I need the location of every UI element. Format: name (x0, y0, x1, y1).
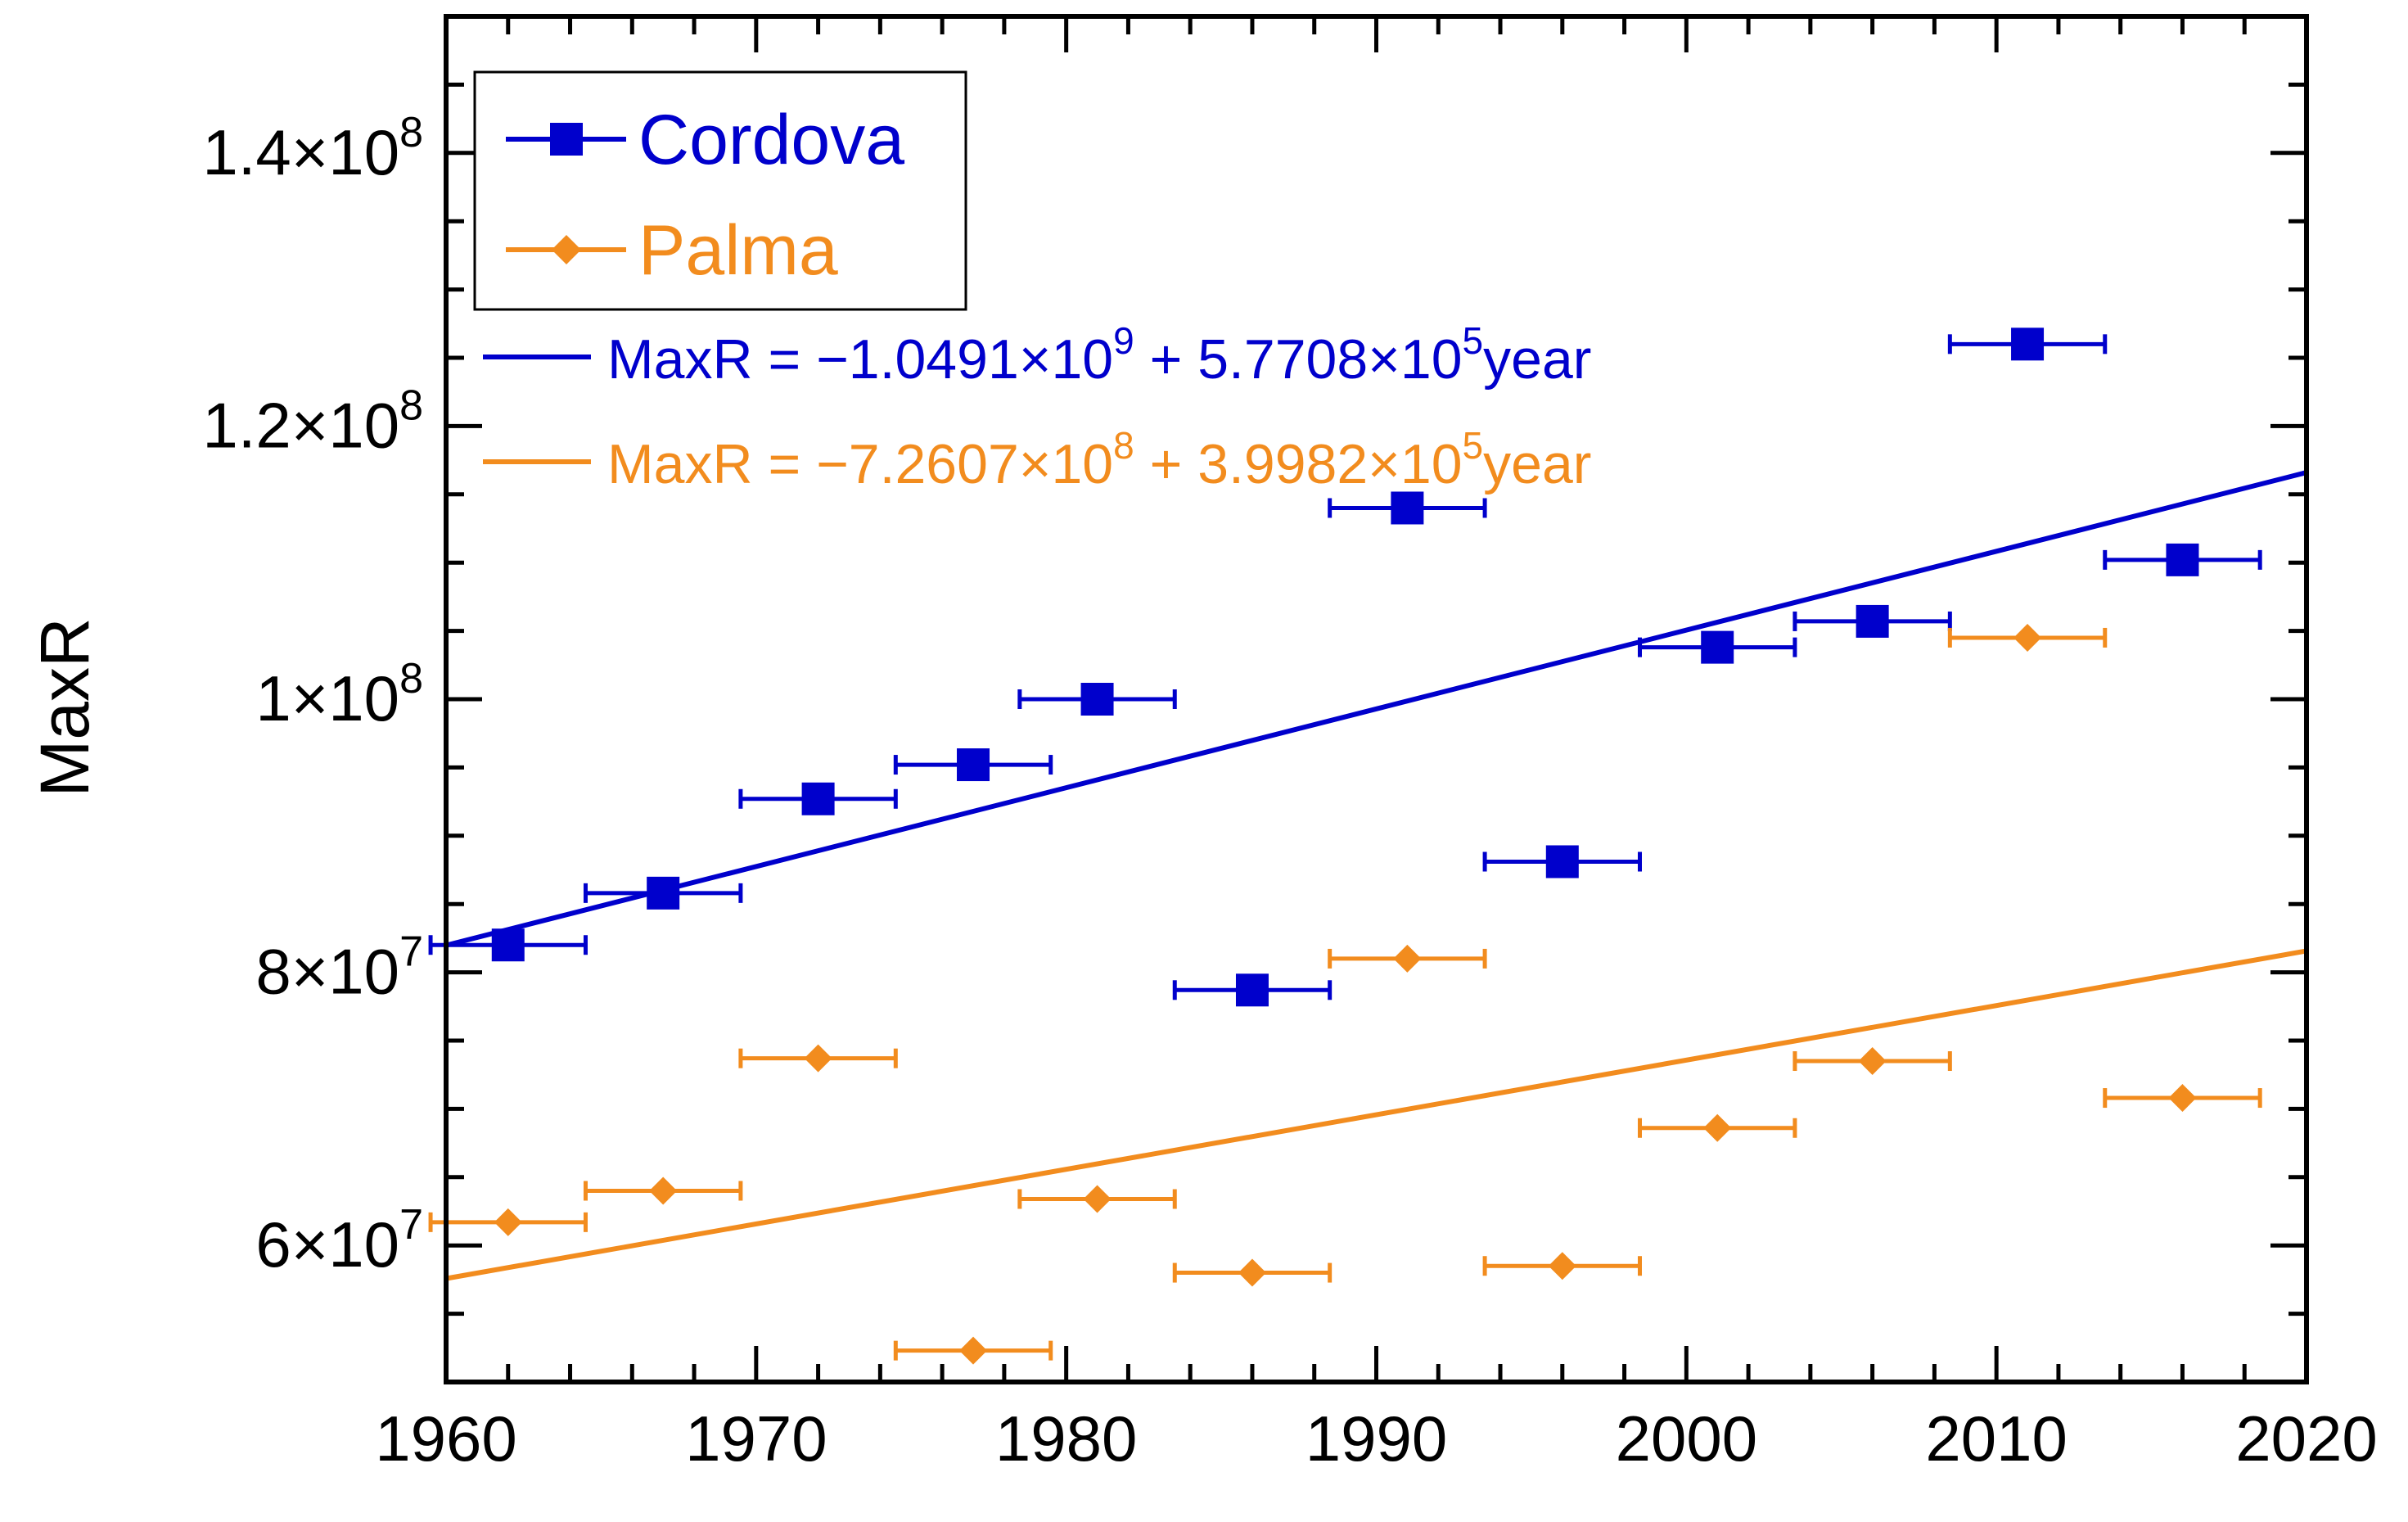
legend-marker-palma (552, 235, 581, 264)
fit-equations: MaxR = −1.0491×109 + 5.7708×105year MaxR … (483, 319, 1591, 495)
legend-label-cordova: Cordova (638, 101, 904, 179)
legend-box (473, 70, 967, 311)
x-tick-label: 1960 (375, 1402, 517, 1475)
cordova-point (801, 782, 835, 815)
x-tick-label: 2020 (2235, 1402, 2378, 1475)
y-tick-label: 1×108 (255, 655, 423, 734)
fit-line-cordova (445, 470, 2307, 948)
palma-point (2168, 1084, 2197, 1113)
cordova-point (1391, 491, 1424, 525)
palma-point (1858, 1047, 1887, 1076)
x-tick-label: 1980 (995, 1402, 1138, 1475)
y-tick-labels: 6×107 8×107 1×108 1.2×108 1.4×108 (202, 109, 423, 1280)
cordova-point (1701, 630, 1734, 664)
x-tick-label: 1970 (685, 1402, 827, 1475)
palma-point (1548, 1252, 1576, 1280)
legend: Cordova Palma (473, 70, 967, 311)
legend-marker-cordova (550, 123, 583, 156)
x-tick-label: 2010 (1925, 1402, 2068, 1475)
fit-lines (445, 470, 2307, 1281)
cordova-point (1545, 845, 1579, 878)
palma-point (804, 1044, 832, 1073)
cordova-point (1856, 604, 1889, 638)
cordova-point (2166, 543, 2199, 576)
cordova-point (647, 876, 680, 910)
x-tick-labels: 1960 1970 1980 1990 2000 2010 2020 (375, 1402, 2378, 1475)
x-tick-label: 1990 (1305, 1402, 1448, 1475)
palma-point (649, 1177, 678, 1205)
palma-point (1393, 944, 1422, 973)
fit-equation-palma: MaxR = −7.2607×108 + 3.9982×105year (607, 424, 1591, 495)
palma-point (494, 1208, 522, 1236)
fit-line-palma (445, 948, 2307, 1281)
cordova-point (1235, 973, 1269, 1007)
x-tick-label: 2000 (1616, 1402, 1758, 1475)
legend-label-palma: Palma (638, 211, 838, 290)
fit-equation-cordova: MaxR = −1.0491×109 + 5.7708×105year (607, 319, 1591, 391)
y-tick-label: 1.4×108 (202, 109, 423, 188)
cordova-point (2011, 327, 2045, 361)
palma-point (1083, 1185, 1112, 1213)
palma-point (1238, 1258, 1266, 1287)
data-points (428, 327, 2262, 1365)
y-tick-label: 8×107 (255, 928, 423, 1008)
cordova-point (1080, 683, 1114, 716)
cordova-point (491, 928, 525, 962)
palma-point (959, 1336, 988, 1365)
y-tick-label: 1.2×108 (202, 382, 423, 461)
y-axis-title: MaxR (26, 617, 103, 797)
palma-point (2013, 623, 2042, 652)
y-tick-label: 6×107 (255, 1201, 423, 1280)
palma-point (1703, 1113, 1732, 1142)
cordova-point (957, 748, 990, 782)
plot-frame (444, 14, 2309, 1384)
